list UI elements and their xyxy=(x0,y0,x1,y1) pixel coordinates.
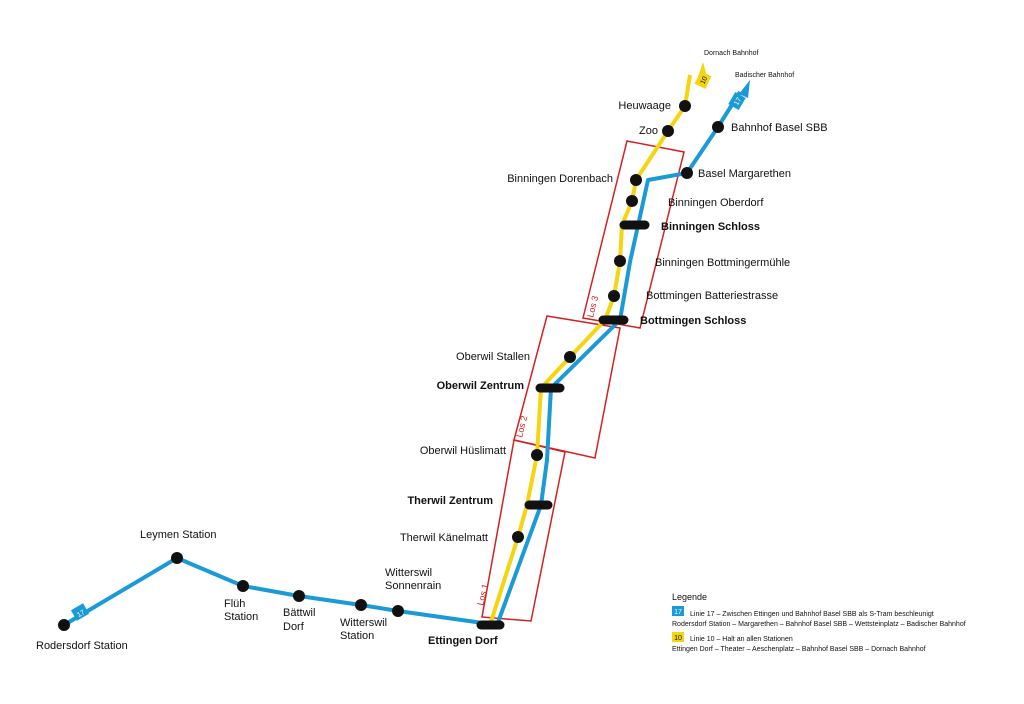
badge-text: 10 xyxy=(700,76,710,86)
stop xyxy=(237,580,249,592)
stop xyxy=(512,531,524,543)
station-label: Flüh xyxy=(224,598,245,610)
station-label: Oberwil Stallen xyxy=(456,351,530,363)
section-box xyxy=(582,140,685,329)
stop xyxy=(681,167,693,179)
map-badge: 10 xyxy=(694,71,712,89)
station-labels: Rodersdorf Station Leymen Station Flüh S… xyxy=(36,100,828,652)
legend-badge-text: 17 xyxy=(674,609,682,616)
badge-text: 17 xyxy=(733,97,743,107)
station-label: Witterswil xyxy=(385,567,432,579)
station-label: Therwil Känelmatt xyxy=(400,532,488,544)
stop xyxy=(608,290,620,302)
arrow-17 xyxy=(739,80,750,98)
legend-text: Linie 17 – Zwischen Ettingen und Bahnhof… xyxy=(690,611,934,618)
stop xyxy=(564,351,576,363)
map-badge: 17 xyxy=(728,91,746,111)
station-label: Station xyxy=(224,611,258,623)
station-label: Bottmingen Batteriestrasse xyxy=(646,290,778,302)
legend-text: Linie 10 – Halt an allen Stationen xyxy=(690,636,793,643)
station-label: Binningen Schloss xyxy=(661,221,760,233)
station-label: Binningen Dorenbach xyxy=(507,173,613,185)
stops xyxy=(58,100,724,631)
station-label: Witterswil xyxy=(340,617,387,629)
station-label: Sonnenrain xyxy=(385,580,441,592)
station-label: Bahnhof Basel SBB xyxy=(731,122,828,134)
station-label: Rodersdorf Station xyxy=(36,640,128,652)
station-label: Binningen Bottmingermühle xyxy=(655,257,790,269)
legend-badge-text: 10 xyxy=(674,635,682,642)
stop xyxy=(630,174,642,186)
station-label: Therwil Zentrum xyxy=(407,495,493,507)
stop xyxy=(171,552,183,564)
station-label: Dorf xyxy=(283,621,305,633)
stop xyxy=(293,590,305,602)
station-label: Binningen Oberdorf xyxy=(668,197,764,209)
stop xyxy=(531,449,543,461)
station-label: Leymen Station xyxy=(140,529,216,541)
stop xyxy=(679,100,691,112)
station-label: Oberwil Zentrum xyxy=(437,380,525,392)
legend-text: Ettingen Dorf – Theater – Aeschenplatz –… xyxy=(672,646,926,653)
map-badge: 17 xyxy=(70,603,90,621)
stop xyxy=(662,125,674,137)
station-label: Basel Margarethen xyxy=(698,168,791,180)
stop xyxy=(58,619,70,631)
legend: Legende 17 Linie 17 – Zwischen Ettingen … xyxy=(672,592,966,653)
legend-title: Legende xyxy=(672,592,707,602)
station-label: Zoo xyxy=(639,125,658,137)
station-label: Bottmingen Schloss xyxy=(640,315,746,327)
station-label: Station xyxy=(340,630,374,642)
destination-label: Badischer Bahnhof xyxy=(735,72,794,79)
line-17 xyxy=(62,90,742,627)
destination-label: Dornach Bahnhof xyxy=(704,50,759,57)
legend-badge xyxy=(672,606,684,616)
station-label: Ettingen Dorf xyxy=(428,635,498,647)
station-label: Oberwil Hüslimatt xyxy=(420,445,506,457)
section-boxes xyxy=(481,140,685,622)
station-label: Bättwil xyxy=(283,607,315,619)
stop xyxy=(712,121,724,133)
legend-badge xyxy=(672,632,684,642)
stop xyxy=(614,255,626,267)
section-box xyxy=(513,315,621,459)
stop xyxy=(355,599,367,611)
stop xyxy=(392,605,404,617)
badge-text: 17 xyxy=(76,609,86,619)
legend-text: Rodersdorf Station – Margarethen – Bahnh… xyxy=(672,621,966,628)
station-label: Heuwaage xyxy=(618,100,671,112)
stop xyxy=(626,195,638,207)
